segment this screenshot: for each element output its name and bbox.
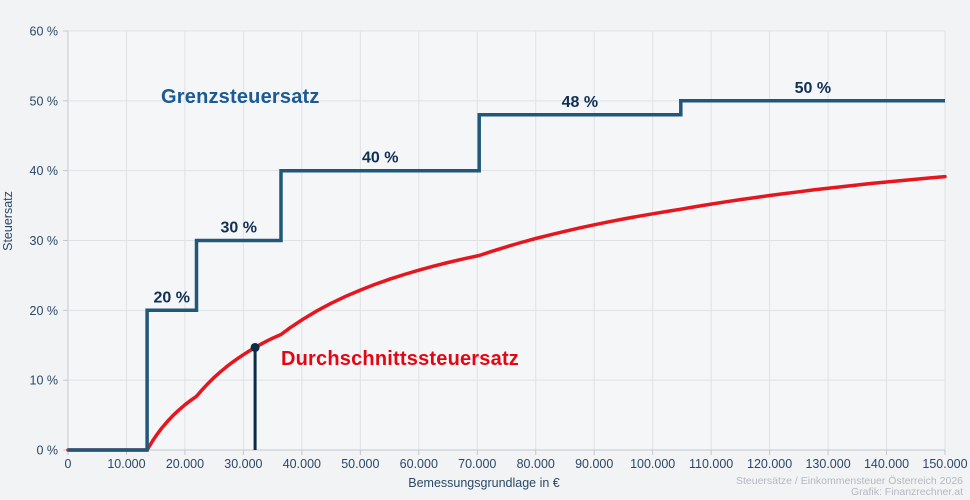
x-tick-label: 60.000	[400, 457, 438, 471]
x-tick-label: 30.000	[224, 457, 262, 471]
x-tick-label: 10.000	[107, 457, 145, 471]
step-rate-label: 48 %	[562, 94, 598, 111]
y-tick-label: 10 %	[30, 374, 59, 388]
x-tick-label: 50.000	[341, 457, 379, 471]
step-rate-label: 50 %	[795, 80, 831, 97]
y-tick-label: 0 %	[36, 444, 58, 458]
step-rate-label: 40 %	[362, 150, 398, 167]
x-tick-label: 0	[65, 457, 72, 471]
y-tick-label: 20 %	[30, 304, 59, 318]
source-caption-line1: Steuersätze / Einkommensteuer Österreich…	[735, 475, 963, 487]
marginal-rate-step-line	[68, 99, 945, 452]
average-rate-curve	[66, 174, 947, 452]
x-tick-label: 80.000	[517, 457, 555, 471]
x-tick-label: 150.000	[922, 457, 967, 471]
x-tick-label: 20.000	[166, 457, 204, 471]
y-tick-label: 40 %	[30, 164, 59, 178]
x-tick-label: 70.000	[458, 457, 496, 471]
y-tick-label: 60 %	[30, 25, 59, 39]
marginal-rate-series-label: Grenzsteuersatz	[161, 86, 320, 108]
x-tick-label: 100.000	[630, 457, 675, 471]
x-tick-label: 130.000	[805, 457, 850, 471]
source-caption-line2: Grafik: Finanzrechner.at	[850, 486, 963, 498]
x-tick-label: 140.000	[864, 457, 909, 471]
x-tick-label: 90.000	[575, 457, 613, 471]
x-tick-label: 110.000	[689, 457, 733, 471]
x-tick-label: 120.000	[747, 457, 792, 471]
average-rate-series-label: Durchschnittssteuersatz	[281, 348, 519, 370]
x-tick-label: 40.000	[283, 457, 321, 471]
y-tick-label: 30 %	[30, 234, 59, 248]
x-axis-title: Bemessungsgrundlage in €	[408, 476, 560, 490]
step-rate-label: 30 %	[220, 220, 256, 237]
step-rate-label: 20 %	[154, 289, 190, 306]
y-axis-title: Steuersatz	[1, 191, 15, 251]
y-tick-label: 50 %	[30, 94, 59, 108]
average-rate-marker-dot	[250, 342, 260, 352]
